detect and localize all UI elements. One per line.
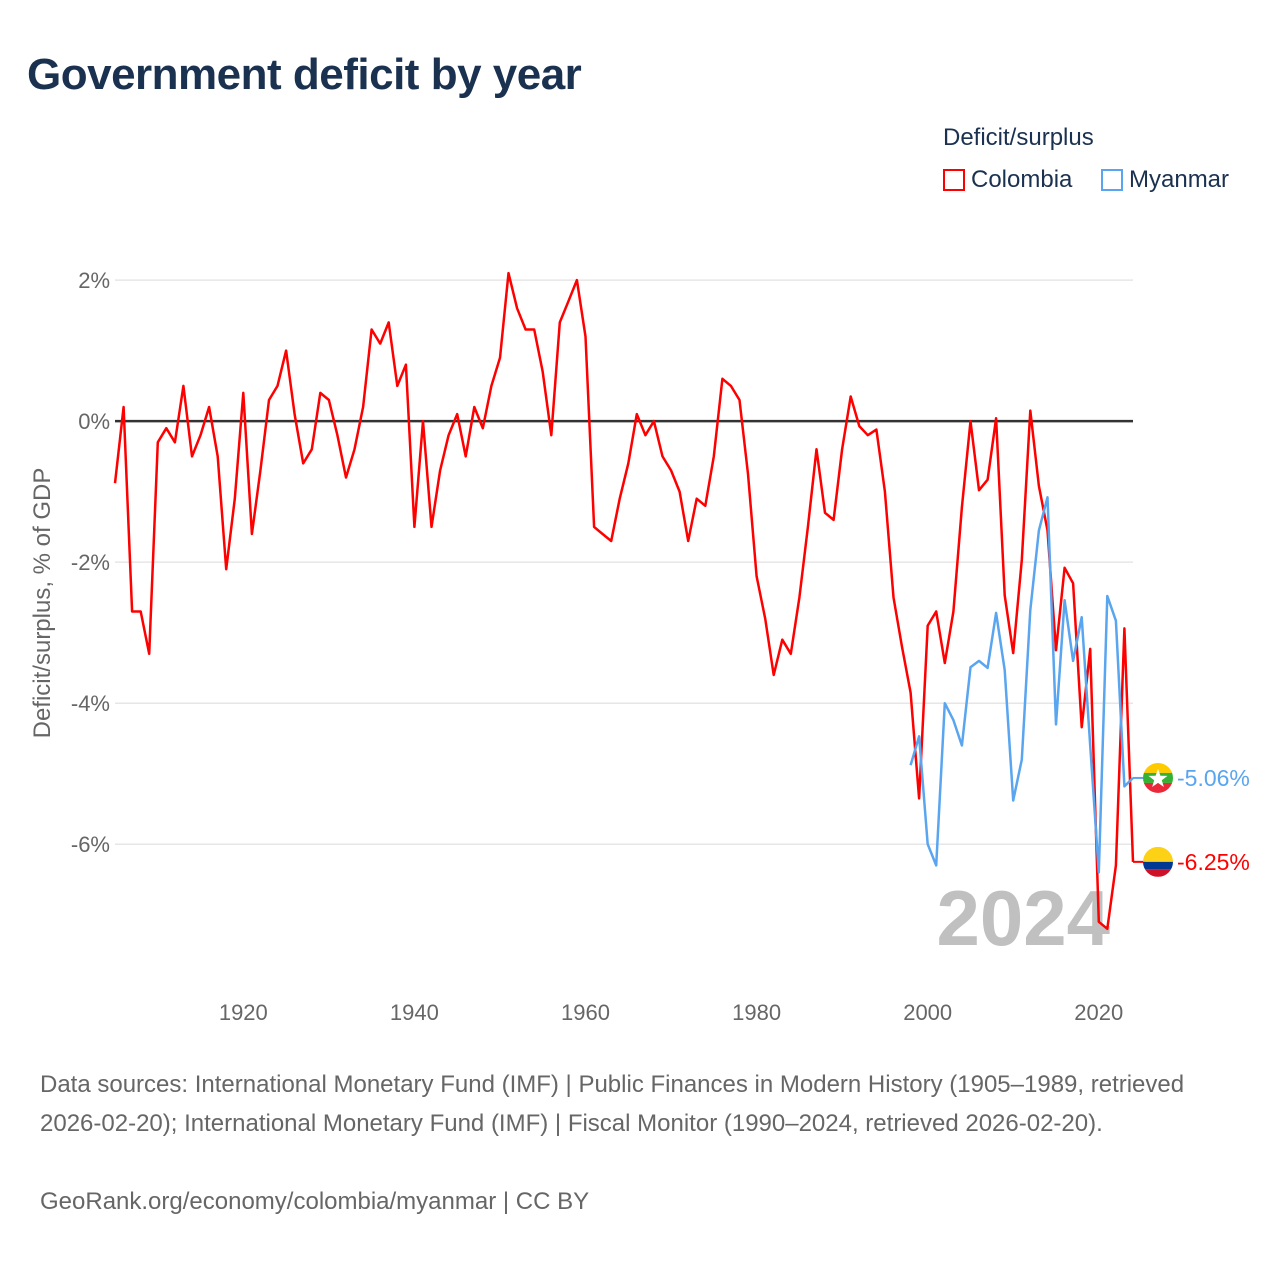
end-value-label: -6.25% bbox=[1177, 849, 1250, 875]
data-sources: Data sources: International Monetary Fun… bbox=[40, 1071, 1185, 1137]
x-tick-label: 1920 bbox=[219, 1000, 268, 1025]
myanmar-flag-icon bbox=[1143, 762, 1173, 793]
end-value-label: -5.06% bbox=[1177, 765, 1250, 791]
legend-title: Deficit/surplus bbox=[943, 124, 1094, 151]
flag-stripe bbox=[1143, 869, 1173, 877]
source-link[interactable]: GeoRank.org/economy/colombia/myanmar | C… bbox=[40, 1188, 590, 1215]
y-tick-label: 2% bbox=[78, 268, 110, 293]
flag-stripe bbox=[1143, 846, 1173, 862]
legend-item-myanmar[interactable]: Myanmar bbox=[1101, 166, 1229, 194]
x-tick-label: 1960 bbox=[561, 1000, 610, 1025]
chart-title: Government deficit by year bbox=[27, 50, 582, 99]
series-line-colombia bbox=[113, 271, 1135, 931]
y-axis-label: Deficit/surplus, % of GDP bbox=[29, 468, 56, 739]
y-tick-label: -6% bbox=[71, 832, 110, 857]
colombia-flag-icon bbox=[1143, 846, 1173, 877]
year-watermark: 2024 bbox=[936, 874, 1110, 962]
legend-swatch-colombia bbox=[943, 169, 965, 191]
flag-star bbox=[1148, 768, 1168, 787]
flag-stripe bbox=[1143, 861, 1173, 870]
series-line-myanmar bbox=[909, 496, 1134, 874]
legend-item-colombia[interactable]: Colombia bbox=[943, 166, 1072, 194]
x-tick-label: 1980 bbox=[732, 1000, 781, 1025]
legend-swatch-myanmar bbox=[1101, 169, 1123, 191]
legend-label: Colombia bbox=[971, 166, 1073, 193]
x-tick-label: 1940 bbox=[390, 1000, 439, 1025]
x-tick-label: 2000 bbox=[903, 1000, 952, 1025]
y-tick-label: 0% bbox=[78, 409, 110, 434]
y-tick-label: -2% bbox=[71, 550, 110, 575]
y-tick-label: -4% bbox=[71, 691, 110, 716]
flag-stripe bbox=[1143, 762, 1173, 773]
x-tick-label: 2020 bbox=[1074, 1000, 1123, 1025]
line-chart: Deficit/surplus, % of GDP 2% 0% -2% -4% -6% 1… bbox=[29, 268, 1250, 1025]
flag-stripe bbox=[1143, 782, 1173, 793]
legend-label: Myanmar bbox=[1129, 166, 1230, 193]
